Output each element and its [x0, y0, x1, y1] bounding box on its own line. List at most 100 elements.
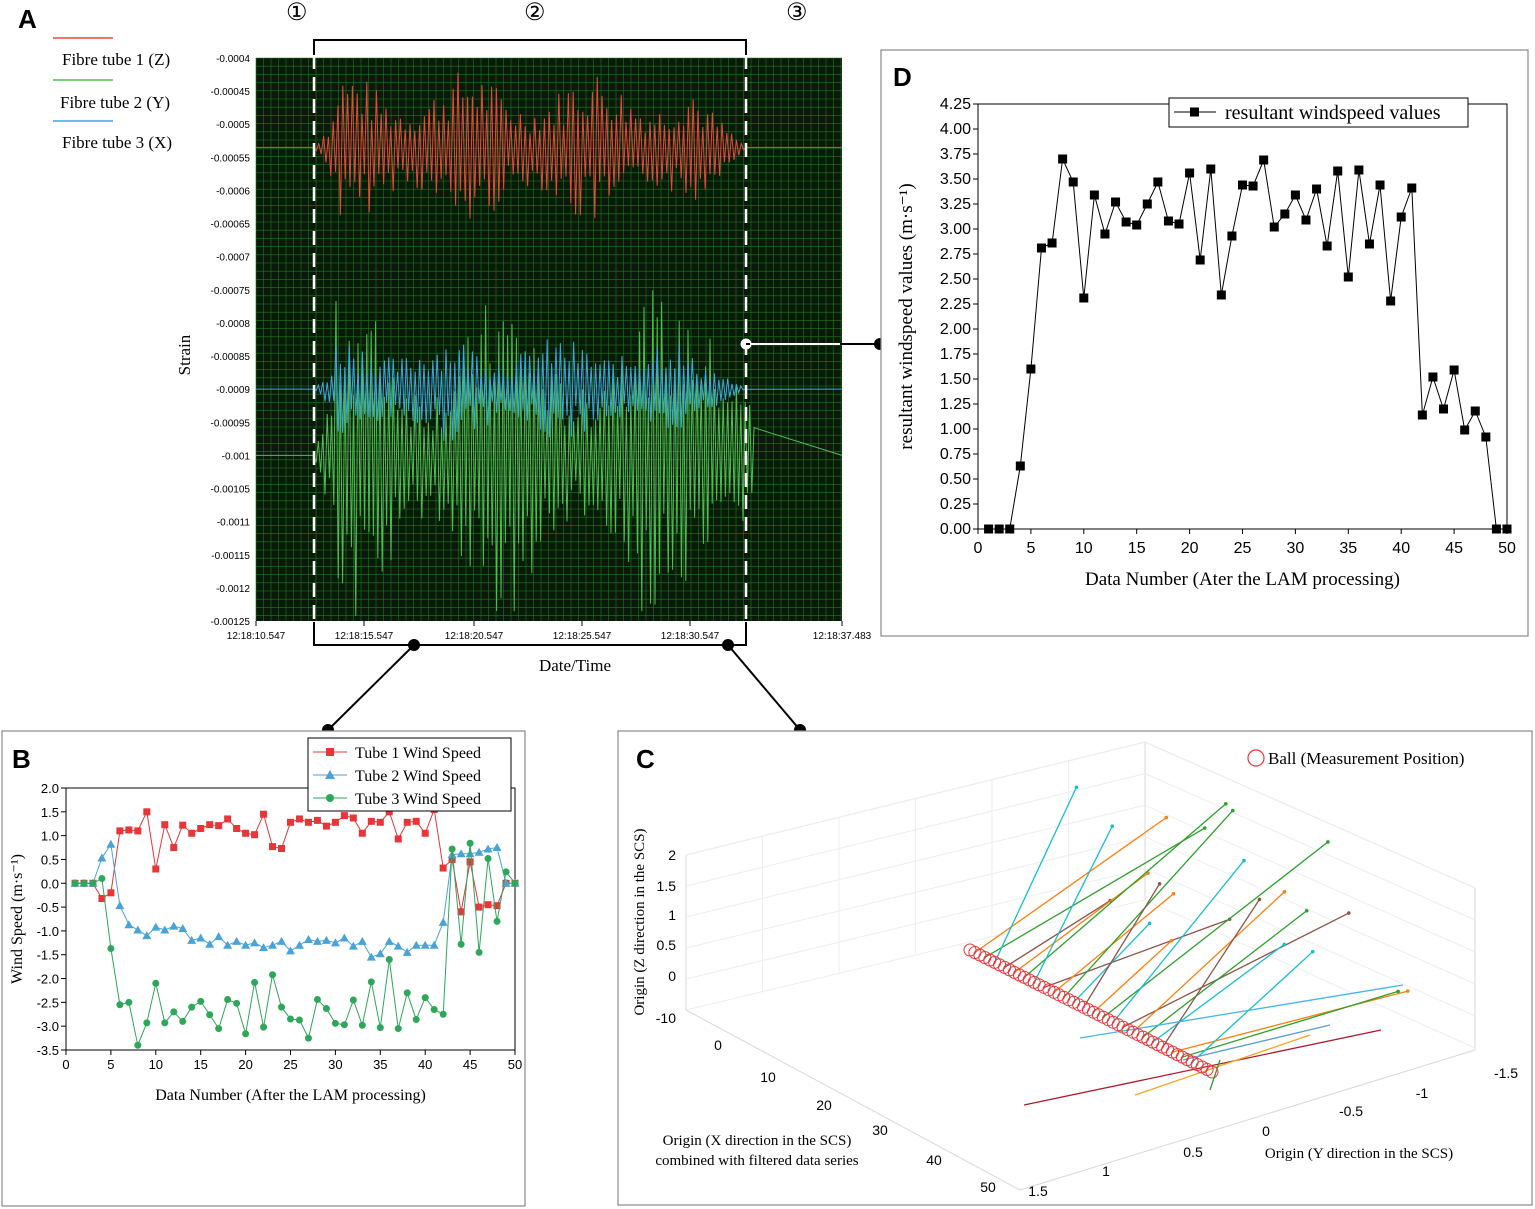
x-tick-label: 20: [1181, 540, 1199, 557]
legend-marker: [326, 794, 334, 802]
data-point: [357, 936, 367, 945]
data-point: [1047, 238, 1057, 248]
data-point: [116, 827, 124, 835]
data-point: [367, 817, 375, 825]
y-tick-label: -0.0008: [216, 319, 250, 330]
data-point: [313, 816, 321, 824]
legend-label: resultant windspeed values: [1225, 102, 1441, 124]
wind-vector: [1191, 951, 1314, 1063]
data-point: [179, 821, 187, 829]
data-point: [303, 934, 313, 943]
data-point: [1259, 155, 1269, 165]
y-tick-label: 1.5: [1028, 1183, 1048, 1199]
y-tick-label: 2.0: [41, 781, 59, 796]
data-point: [188, 1003, 196, 1011]
y-tick-label: -3.0: [37, 1019, 59, 1034]
data-point: [511, 879, 519, 887]
legend-marker: [325, 770, 335, 779]
wind-vector: [1152, 943, 1285, 1043]
wind-vector: [1122, 912, 1350, 1028]
data-point: [125, 826, 133, 834]
data-point: [170, 1008, 178, 1016]
y-tick-label: -0.0005: [216, 120, 250, 131]
wind-vector: [1209, 1059, 1221, 1091]
data-point: [457, 940, 465, 948]
data-point: [403, 818, 411, 826]
wind-vector-head: [1157, 881, 1162, 886]
data-point: [1227, 231, 1237, 241]
wind-vector: [1093, 940, 1173, 1013]
data-point: [474, 847, 484, 856]
grid-line: [1144, 867, 1476, 1017]
y-tick-label: -0.0011: [217, 518, 251, 529]
wind-vector: [1023, 803, 1227, 978]
data-point: [124, 920, 134, 929]
y-tick-label: -0.00105: [211, 485, 251, 496]
data-point: [322, 822, 330, 830]
data-point: [502, 868, 510, 876]
data-point: [260, 810, 268, 818]
data-point: [1005, 524, 1015, 534]
data-point: [475, 903, 483, 911]
panel-a-signals: [256, 72, 843, 616]
y-tick-label: 2.00: [940, 321, 971, 338]
wind-vector: [1112, 860, 1245, 1023]
data-point: [1417, 410, 1427, 420]
x-tick-label: 40: [418, 1057, 432, 1072]
data-point: [376, 1024, 384, 1032]
data-point: [1142, 199, 1152, 209]
wind-vector-head: [1110, 824, 1115, 828]
y-tick-label: -0.00055: [211, 153, 251, 164]
wind-vector: [1162, 899, 1260, 1048]
y-tick-label: -0.00065: [211, 220, 251, 231]
data-point: [133, 925, 143, 934]
y-tick-label: -0.00085: [211, 352, 251, 363]
data-point: [402, 947, 412, 956]
wind-vector: [1182, 1024, 1331, 1061]
x-tick-label: 10: [1075, 540, 1093, 557]
data-point: [349, 996, 357, 1004]
data-point: [412, 817, 420, 825]
data-point: [322, 1005, 330, 1013]
data-point: [242, 829, 250, 837]
data-point: [1015, 461, 1025, 471]
data-point: [492, 843, 502, 852]
data-point: [484, 901, 492, 909]
panel-connectors: [322, 338, 886, 736]
data-point: [178, 924, 188, 933]
data-point: [269, 843, 277, 851]
y-tick-label: -2.0: [37, 972, 59, 987]
connector-a-b: [327, 644, 415, 731]
data-point: [1206, 164, 1216, 174]
x-tick-label: 25: [1234, 540, 1252, 557]
data-point: [134, 827, 142, 835]
wind-vector: [1182, 990, 1399, 1058]
data-point: [232, 936, 242, 945]
data-point: [456, 849, 466, 858]
data-point: [224, 996, 232, 1004]
data-point: [268, 940, 278, 949]
data-point: [340, 812, 348, 820]
y-tick-label: -0.5: [37, 900, 59, 915]
wind-vector-head: [1171, 891, 1176, 896]
x-tick-label: 12:18:37.483: [813, 631, 872, 642]
data-point: [205, 939, 215, 948]
data-point: [1396, 212, 1406, 222]
panel-a-y-axis-label: Strain: [175, 334, 194, 375]
wind-vector: [1063, 810, 1234, 998]
data-point: [412, 1016, 420, 1024]
y-tick-label: -0.00125: [211, 617, 251, 628]
y-tick-label: 3.25: [940, 196, 971, 213]
data-point: [312, 936, 322, 945]
x-tick-label: 0: [974, 540, 983, 557]
z-tick-label: 2: [668, 847, 676, 863]
data-point: [466, 839, 474, 847]
panel-a-x-axis-label: Date/Time: [539, 656, 611, 675]
y-tick-label: 0.5: [1183, 1144, 1203, 1160]
data-point: [269, 971, 277, 979]
data-point: [1364, 239, 1374, 249]
data-point: [1386, 296, 1396, 306]
wind-vector: [1004, 900, 1111, 968]
legend-box: [1168, 97, 1469, 128]
x-tick-label: 12:18:30.547: [661, 631, 720, 642]
